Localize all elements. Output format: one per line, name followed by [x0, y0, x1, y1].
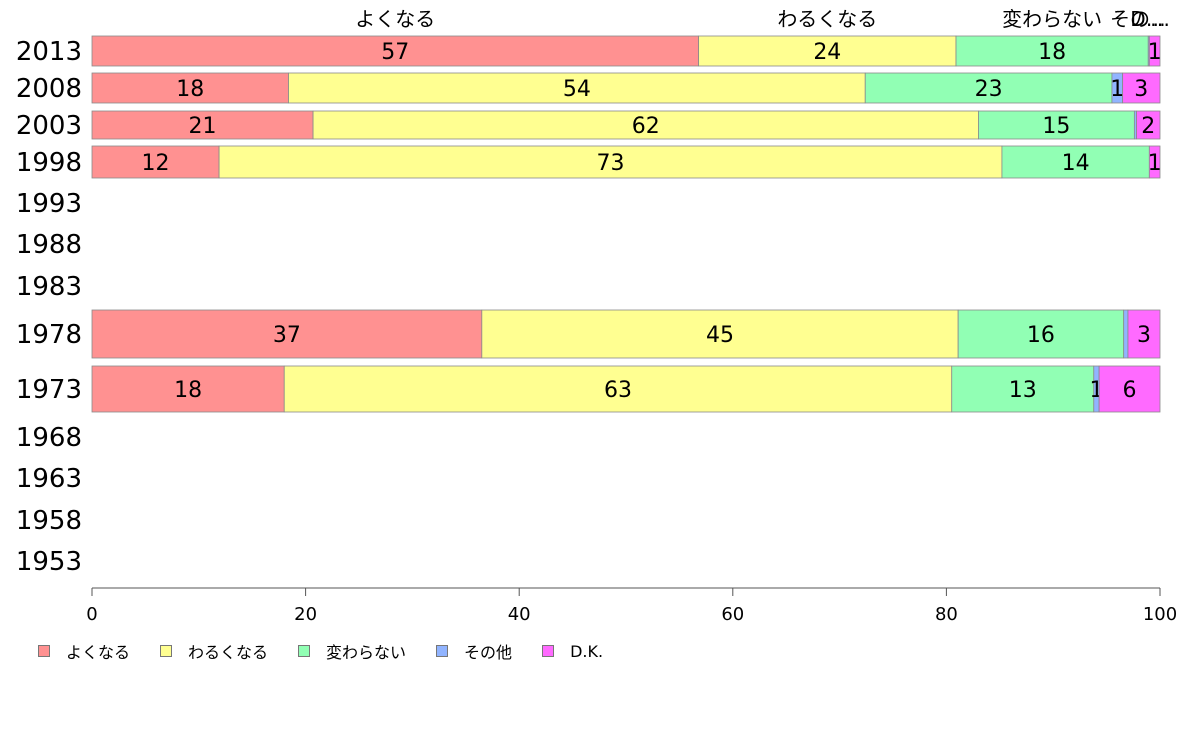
data-label: 13	[1009, 378, 1037, 403]
data-label: 1	[1110, 77, 1124, 102]
year-label: 1988	[16, 230, 82, 260]
bar-row-2003: 21 62 15 2	[91, 110, 1161, 140]
top-category-label: よくなる	[355, 7, 435, 31]
year-label: 1993	[16, 189, 82, 219]
legend-item: 変わらない	[298, 639, 406, 663]
data-label: 2	[1141, 114, 1155, 139]
data-label: 14	[1062, 151, 1090, 176]
year-label: 1968	[16, 423, 82, 453]
data-label: 16	[1027, 323, 1055, 348]
legend-label: 変わらない	[326, 643, 407, 662]
x-tick-label: 40	[508, 604, 531, 625]
data-label: 73	[597, 151, 625, 176]
x-tick-label: 60	[721, 604, 744, 625]
bar-row-1978: 37 45 16 3	[91, 309, 1161, 359]
bar-segment	[957, 309, 1125, 359]
data-label: 1	[1148, 151, 1162, 176]
data-label: 15	[1042, 114, 1070, 139]
year-label: 2008	[16, 74, 82, 104]
legend-label: よくなる	[66, 643, 131, 662]
year-label: 1958	[16, 506, 82, 536]
legend-label: わるくなる	[188, 643, 269, 662]
year-label: 1998	[16, 148, 82, 178]
legend-swatch	[160, 645, 173, 657]
top-category-label: わるくなる	[777, 7, 877, 31]
bar-segment	[951, 365, 1095, 413]
year-label: 2003	[16, 111, 82, 141]
x-tick-label: 80	[935, 604, 958, 625]
data-label: 12	[142, 151, 170, 176]
top-category-label: D…	[1130, 7, 1165, 31]
data-label: 18	[1038, 40, 1066, 65]
bar-segment	[91, 145, 220, 179]
bar-segment	[218, 145, 1003, 179]
bar-segment	[1127, 309, 1161, 359]
legend: よくなる わるくなる 変わらない その他 D.K.	[38, 640, 633, 662]
data-label: 18	[174, 378, 202, 403]
data-label: 57	[381, 40, 409, 65]
bar-segment	[955, 35, 1149, 67]
bar-segments: 57 24 18 118 54 23 1 321 62 15 212 73 14 137 45 16 318 63…	[91, 35, 1162, 413]
legend-item: その他	[436, 639, 512, 663]
top-category-labels: よくなる わるくなる 変わらない その…D…	[355, 7, 1170, 31]
bar-segment	[698, 35, 957, 67]
data-label: 6	[1123, 378, 1137, 403]
legend-swatch	[38, 645, 50, 657]
bar-segment	[1098, 365, 1161, 413]
data-label: 3	[1134, 77, 1148, 102]
legend-item: よくなる	[38, 639, 130, 663]
bar-segment	[283, 365, 953, 413]
bar-segment	[91, 35, 700, 67]
year-label: 1983	[16, 272, 82, 302]
top-category-label: その…	[1110, 7, 1170, 31]
bar-segment	[288, 72, 866, 104]
legend-swatch	[298, 645, 311, 657]
bar-segment	[1122, 72, 1161, 104]
legend-swatch	[436, 645, 449, 657]
legend-item: D.K.	[542, 642, 603, 661]
bar-segment	[312, 110, 979, 140]
data-label: 24	[813, 40, 841, 65]
bar-segment	[91, 110, 314, 140]
legend-swatch	[542, 645, 555, 657]
bar-segment	[1148, 35, 1161, 67]
bar-segment	[91, 309, 483, 359]
year-label: 1953	[16, 547, 82, 577]
bar-row-2008: 18 54 23 1 3	[91, 72, 1161, 104]
bar-segment	[864, 72, 1113, 104]
bar-segment	[1136, 110, 1161, 140]
x-axis: 0 20 40 60 80 100	[86, 587, 1177, 625]
bar-row-2013: 57 24 18 1	[91, 35, 1162, 67]
data-label: 37	[273, 323, 301, 348]
bar-row-1998: 12 73 14 1	[91, 145, 1162, 179]
data-label: 21	[189, 114, 217, 139]
bar-segment	[91, 365, 285, 413]
legend-item: わるくなる	[160, 639, 268, 663]
year-label: 2013	[16, 37, 82, 67]
bar-segment	[1148, 145, 1161, 179]
top-category-label: 変わらない	[1002, 7, 1102, 31]
y-axis-year-labels: 2013 2008 2003 1998 1993 1988 1983 1978 1973 1968…	[16, 37, 82, 577]
bar-row-1973: 18 63 13 1 6	[91, 365, 1161, 413]
data-label: 18	[176, 77, 204, 102]
data-label: 62	[632, 114, 660, 139]
x-tick-label: 100	[1143, 604, 1177, 625]
year-label: 1973	[16, 375, 82, 405]
year-label: 1963	[16, 464, 82, 494]
data-label: 45	[706, 323, 734, 348]
legend-label: D.K.	[570, 641, 604, 661]
x-tick-label: 20	[294, 604, 317, 625]
data-label: 54	[563, 77, 591, 102]
data-label: 3	[1137, 323, 1151, 348]
bar-segment	[1123, 309, 1129, 359]
bar-segment	[481, 309, 959, 359]
data-label: 63	[604, 378, 632, 403]
data-label: 23	[975, 77, 1003, 102]
data-label: 1	[1148, 40, 1162, 65]
year-label: 1978	[16, 320, 82, 350]
x-tick-label: 0	[86, 604, 97, 625]
legend-label: その他	[464, 643, 513, 662]
